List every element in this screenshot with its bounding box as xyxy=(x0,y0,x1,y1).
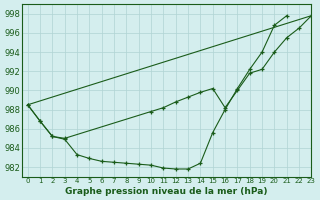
X-axis label: Graphe pression niveau de la mer (hPa): Graphe pression niveau de la mer (hPa) xyxy=(65,187,268,196)
